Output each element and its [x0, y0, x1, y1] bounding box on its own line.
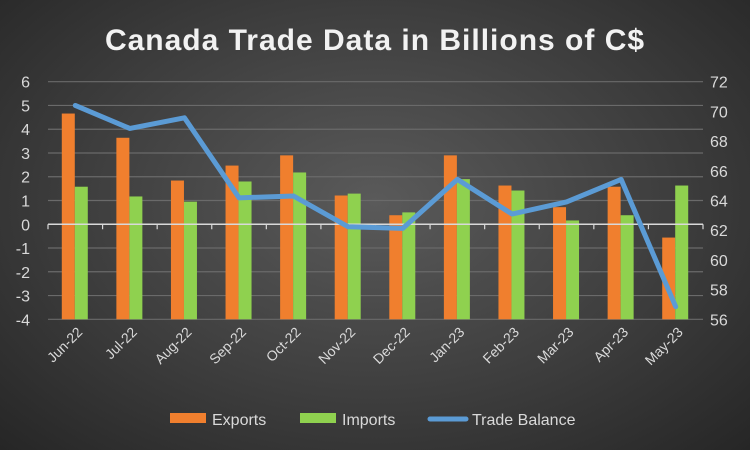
x-axis-labels: Jun-22 Jul-22 Aug-22 Sep-22 Oct-22 Nov-22 Dec-…: [44, 324, 686, 368]
x-tick-label: Dec-22: [370, 324, 413, 367]
imports-bar: [402, 212, 416, 320]
imports-bar: [456, 179, 470, 320]
legend-label: Exports: [212, 412, 266, 429]
y-left-tick-label: 0: [21, 217, 30, 234]
exports-bar: [116, 137, 130, 320]
y-right-tick-label: 68: [710, 134, 728, 151]
trade-balance-series: [72, 102, 679, 310]
imports-bar: [238, 181, 252, 320]
exports-bar: [443, 155, 457, 320]
imports-bar: [74, 186, 88, 320]
legend-swatch-imports: [300, 413, 336, 423]
imports-bar: [675, 185, 689, 320]
trade-balance-line: [72, 102, 679, 310]
x-tick-label: Nov-22: [315, 324, 358, 367]
x-tick-label: Sep-22: [206, 324, 249, 367]
y-left-tick-label: -3: [16, 289, 30, 306]
y-axis-right: 72 70 68 66 64 62 60 58 56: [710, 75, 728, 330]
x-tick-label: Mar-23: [534, 324, 577, 367]
x-tick-label: May-23: [642, 324, 686, 368]
imports-bar: [566, 220, 580, 320]
y-right-tick-label: 70: [710, 104, 728, 121]
y-right-tick-label: 56: [710, 312, 728, 329]
y-left-tick-label: -2: [16, 265, 30, 282]
imports-bar: [293, 172, 307, 320]
legend-label: Trade Balance: [472, 412, 576, 429]
y-left-tick-label: 3: [21, 146, 30, 163]
imports-bar: [511, 190, 525, 320]
imports-bar: [129, 196, 143, 320]
legend-swatch-exports: [170, 413, 206, 423]
chart-title: Canada Trade Data in Billions of C$: [105, 24, 645, 57]
y-left-tick-label: 4: [21, 122, 30, 139]
x-tick-label: Jun-22: [44, 324, 86, 366]
exports-bar: [498, 185, 512, 320]
y-axis-left: 6 5 4 3 2 1 0 -1 -2 -3 -4: [16, 75, 30, 330]
x-axis: [47, 223, 704, 230]
y-right-tick-label: 58: [710, 283, 728, 300]
x-tick-label: Jan-23: [426, 324, 468, 366]
exports-bar: [225, 165, 239, 320]
y-left-tick-label: -1: [16, 241, 30, 258]
y-left-tick-label: -4: [16, 312, 30, 329]
exports-bar: [280, 155, 294, 320]
legend: Exports Imports Trade Balance: [170, 412, 576, 429]
x-tick-label: Aug-22: [151, 324, 194, 367]
exports-bar: [170, 180, 184, 320]
gridlines: [48, 81, 703, 320]
exports-bar: [607, 186, 621, 320]
imports-bar: [347, 193, 361, 320]
exports-bar: [553, 207, 567, 320]
y-right-tick-label: 64: [710, 194, 728, 211]
exports-bar: [61, 113, 75, 320]
imports-bar: [183, 201, 197, 320]
exports-bar: [334, 195, 348, 320]
y-right-tick-label: 60: [710, 253, 728, 270]
y-right-tick-label: 62: [710, 223, 728, 240]
y-right-tick-label: 72: [710, 75, 728, 92]
imports-bar: [620, 215, 634, 320]
x-tick-label: Feb-23: [479, 324, 522, 367]
x-tick-label: Apr-23: [590, 324, 631, 365]
x-tick-label: Jul-22: [102, 324, 140, 362]
y-left-tick-label: 5: [21, 98, 30, 115]
legend-label: Imports: [342, 412, 395, 429]
y-left-tick-label: 1: [21, 194, 30, 211]
exports-bar: [389, 215, 403, 320]
y-right-tick-label: 66: [710, 164, 728, 181]
y-left-tick-label: 6: [21, 75, 30, 92]
y-left-tick-label: 2: [21, 170, 30, 187]
bars: [61, 113, 689, 320]
x-tick-label: Oct-22: [263, 324, 304, 365]
